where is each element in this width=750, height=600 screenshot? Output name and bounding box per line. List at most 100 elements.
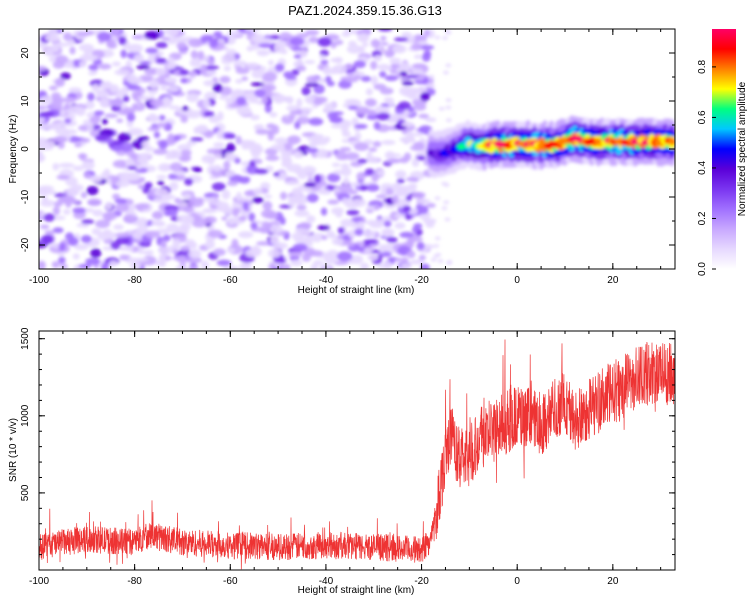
spectrogram-cell [263, 194, 273, 199]
spectrogram-cell [203, 91, 218, 101]
spectrogram-cell [298, 222, 312, 230]
spectrogram-cell [256, 241, 272, 246]
spectrogram-cell [382, 261, 393, 269]
spectrogram-cell [337, 226, 345, 234]
spectrogram-cell [248, 212, 256, 222]
spectrogram-cell [333, 261, 349, 266]
spectrogram-cell [284, 180, 301, 185]
spectrogram-cell [72, 165, 84, 171]
snr-line [39, 339, 675, 570]
spectrogram-cell [267, 131, 275, 141]
spectrogram-cell [122, 95, 130, 103]
spectrogram-cell [317, 37, 332, 47]
spectrogram-cell [340, 218, 354, 228]
spectrogram-cell [39, 139, 49, 148]
spectrogram-cell [331, 207, 344, 215]
spectrogram-cell [109, 84, 120, 94]
spectrogram-cell [110, 175, 118, 186]
spectrogram-cell [327, 173, 341, 183]
spectrogram-cell [437, 259, 444, 264]
spectrogram-cell [158, 253, 166, 263]
spectrogram-cell [62, 32, 73, 41]
spectrogram-cell [279, 217, 286, 225]
spectrogram-cell [383, 229, 393, 237]
spectrogram-cell [261, 95, 268, 105]
spectrogram-cell [137, 135, 150, 142]
spectrogram-cell [72, 207, 86, 214]
spectrogram-cell [58, 242, 66, 252]
spectrogram-cell [109, 232, 117, 239]
spectrogram-cell [246, 62, 260, 69]
spectrogram-cell [383, 97, 392, 103]
spectrogram-cell [156, 122, 167, 128]
spectrogram-cell [307, 176, 314, 184]
spectrogram-cell [39, 65, 47, 72]
spectrogram-cell [78, 263, 92, 269]
spectrogram-cell [360, 262, 369, 269]
spectrogram-cell [155, 41, 168, 49]
spectrogram-xlabel: Height of straight line (km) [298, 285, 415, 296]
spectrogram-cell [357, 33, 370, 43]
spectrogram-cell [399, 231, 414, 238]
spectrogram-cell [374, 54, 382, 62]
spectrogram-cell [416, 74, 425, 82]
x-tick-label: -80 [127, 576, 142, 587]
spectrogram-cell [396, 178, 405, 184]
spectrogram-cell [412, 63, 426, 69]
figure-title: PAZ1.2024.359.15.36.G13 [288, 3, 442, 18]
spectrogram-cell [365, 219, 378, 226]
colorbar-tick-label: 0.2 [697, 211, 708, 225]
spectrogram-cell [434, 236, 441, 241]
spectrogram-cell [331, 238, 344, 246]
spectrogram-cell [322, 190, 332, 195]
spectrogram-cell [156, 174, 167, 180]
spectrogram-cell [213, 31, 223, 38]
x-tick-label: -60 [223, 576, 238, 587]
spectrogram-cell [147, 127, 161, 132]
spectrogram-cell [254, 168, 269, 175]
spectrogram-cell [95, 219, 111, 229]
spectrogram-cell [120, 86, 129, 97]
spectrogram-cell [214, 153, 223, 160]
spectrogram-cell [193, 125, 209, 134]
spectrogram-cell [79, 153, 86, 161]
spectrogram-cell [370, 75, 379, 86]
spectrogram-cell [241, 142, 251, 150]
spectrogram-cell [216, 259, 232, 267]
spectrogram-cell [341, 197, 350, 205]
spectrogram-cell [344, 63, 354, 70]
x-tick-label: -100 [29, 576, 49, 587]
spectrogram-cell [39, 185, 54, 191]
spectrogram-cell [119, 254, 130, 261]
spectrogram-cell [294, 121, 301, 130]
spectrogram-cell [236, 96, 247, 106]
spectrogram-cell [396, 186, 409, 196]
spectrogram-cell [265, 86, 272, 96]
spectrogram-cell [344, 98, 360, 104]
spectrogram-cell [166, 223, 179, 233]
spectrogram-cell [53, 201, 63, 207]
spectrogram-cell [164, 29, 180, 37]
spectrogram-cell [335, 150, 347, 161]
y-tick-label: -10 [20, 189, 31, 204]
spectrogram-cell [52, 215, 66, 221]
spectrogram-cell [232, 207, 240, 217]
spectrogram-cell [417, 198, 431, 204]
spectrogram-cell [158, 114, 166, 121]
spectrogram-cell [391, 194, 400, 204]
spectrogram-cell [332, 65, 339, 75]
spectrogram-cell [287, 114, 296, 119]
spectrogram-cell [203, 216, 217, 224]
spectrogram-cell [363, 248, 373, 253]
spectrogram-cell [93, 110, 105, 116]
spectrogram-cell [74, 142, 82, 148]
spectrogram-cell [293, 151, 304, 159]
spectrogram-cell [153, 131, 161, 139]
spectrogram-cell [52, 162, 60, 171]
spectrogram-cell [79, 60, 87, 68]
spectrogram-cell [413, 54, 423, 60]
spectrogram-cell [421, 52, 431, 62]
spectrogram-cell [292, 243, 308, 252]
spectrogram-cell [286, 96, 294, 105]
spectrogram-cell [412, 132, 424, 137]
